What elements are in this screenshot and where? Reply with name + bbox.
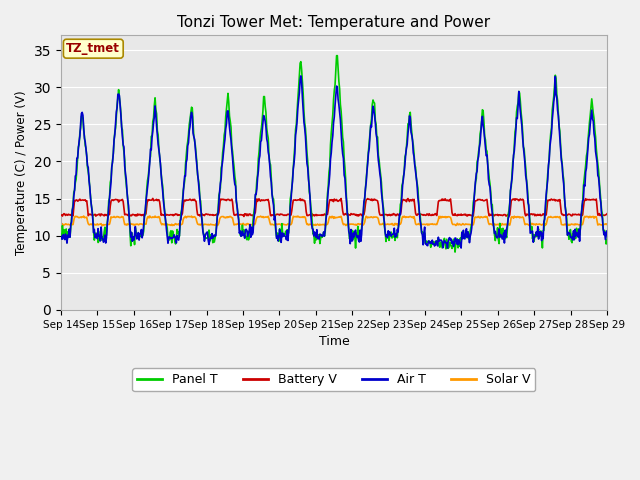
Solar V (146, 213, 154, 219)
Panel T (401, 154, 409, 160)
Air T (401, 161, 409, 167)
Battery V (402, 197, 410, 203)
Line: Battery V: Battery V (61, 198, 607, 217)
Y-axis label: Temperature (C) / Power (V): Temperature (C) / Power (V) (15, 90, 28, 255)
Solar V (179, 217, 187, 223)
Panel T (57, 232, 65, 238)
X-axis label: Time: Time (319, 335, 349, 348)
Solar V (541, 223, 548, 228)
Line: Air T: Air T (61, 76, 607, 248)
Panel T (207, 233, 215, 239)
Solar V (123, 222, 131, 228)
Air T (123, 189, 131, 194)
Battery V (418, 212, 426, 217)
Battery V (179, 203, 187, 209)
Solar V (401, 214, 409, 220)
Air T (57, 236, 65, 241)
Panel T (67, 224, 75, 230)
Air T (67, 221, 75, 227)
Air T (603, 228, 611, 234)
Panel T (123, 189, 131, 194)
Title: Tonzi Tower Met: Temperature and Power: Tonzi Tower Met: Temperature and Power (177, 15, 490, 30)
Battery V (149, 195, 157, 201)
Solar V (208, 222, 216, 228)
Panel T (179, 199, 186, 204)
Air T (444, 245, 451, 251)
Panel T (603, 238, 611, 243)
Solar V (67, 222, 75, 228)
Battery V (308, 214, 316, 220)
Air T (207, 236, 215, 241)
Text: TZ_tmet: TZ_tmet (67, 42, 120, 55)
Battery V (208, 212, 216, 218)
Panel T (333, 53, 341, 59)
Solar V (603, 221, 611, 227)
Air T (417, 222, 425, 228)
Battery V (603, 211, 611, 216)
Air T (179, 201, 186, 206)
Solar V (417, 221, 425, 227)
Legend: Panel T, Battery V, Air T, Solar V: Panel T, Battery V, Air T, Solar V (132, 368, 535, 391)
Battery V (123, 212, 131, 217)
Line: Panel T: Panel T (61, 56, 607, 252)
Panel T (451, 249, 459, 255)
Battery V (67, 212, 75, 217)
Line: Solar V: Solar V (61, 216, 607, 226)
Air T (297, 73, 305, 79)
Battery V (57, 212, 65, 218)
Panel T (417, 222, 425, 228)
Solar V (57, 222, 65, 228)
